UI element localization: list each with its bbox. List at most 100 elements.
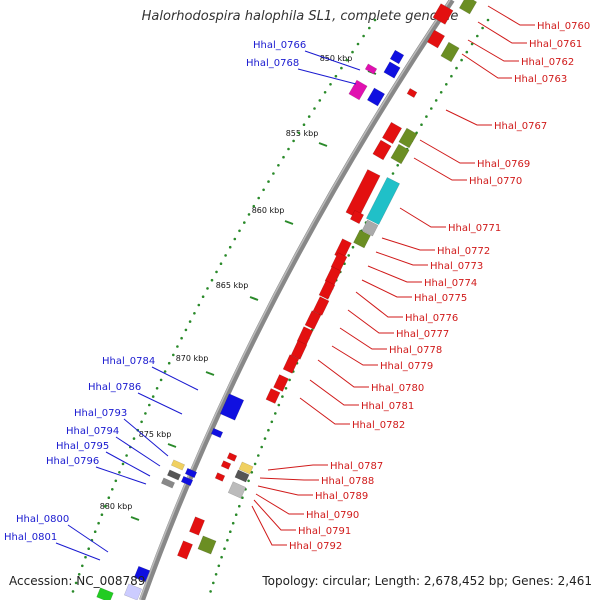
gene-feature[interactable] [372,139,392,161]
gene-label-hhal-0792[interactable]: Hhal_0792 [289,541,342,552]
gene-feature[interactable] [349,209,365,225]
gene-feature[interactable] [365,176,401,226]
gene-label-hhal-0778[interactable]: Hhal_0778 [389,345,442,356]
gene-label-hhal-0782[interactable]: Hhal_0782 [352,420,405,431]
gene-feature[interactable] [426,29,446,49]
gene-feature[interactable] [353,229,371,249]
gene-feature[interactable] [304,310,322,330]
gene-feature[interactable] [133,565,151,583]
gc-dot [465,50,469,54]
gene-feature[interactable] [345,169,381,219]
gc-dot [470,42,474,46]
gene-label-hhal-0762[interactable]: Hhal_0762 [521,57,574,68]
gene-label-hhal-0769[interactable]: Hhal_0769 [477,159,530,170]
label-connector [461,53,512,79]
gene-feature[interactable] [406,88,418,98]
gc-dot [347,254,351,257]
gene-feature[interactable] [234,469,250,483]
gene-feature[interactable] [398,127,418,149]
gene-label-hhal-0786[interactable]: Hhal_0786 [88,382,141,393]
label-connector [105,451,151,477]
label-connector [355,291,403,318]
gene-feature[interactable] [170,459,186,471]
gene-feature[interactable] [220,460,232,470]
gene-label-hhal-0801[interactable]: Hhal_0801 [4,532,57,543]
gene-feature[interactable] [381,121,403,145]
gene-feature[interactable] [440,41,460,63]
gene-feature[interactable] [214,472,226,482]
gene-feature[interactable] [348,79,368,101]
gc-dot [238,229,241,233]
topology-text: Topology: circular; Length: 2,678,452 bp… [262,574,592,588]
label-connector [257,485,313,496]
gene-label-hhal-0775[interactable]: Hhal_0775 [414,293,467,304]
gene-label-hhal-0784[interactable]: Hhal_0784 [102,356,155,367]
gene-label-hhal-0763[interactable]: Hhal_0763 [514,74,567,85]
gene-label-hhal-0787[interactable]: Hhal_0787 [330,461,383,472]
gene-label-hhal-0781[interactable]: Hhal_0781 [361,401,414,412]
gc-dot [455,66,458,70]
label-connector [309,379,359,406]
gene-feature[interactable] [197,535,217,555]
gene-feature[interactable] [361,219,379,237]
gene-label-hhal-0795[interactable]: Hhal_0795 [56,441,109,452]
gc-dot [100,513,104,516]
gene-feature[interactable] [458,0,478,15]
gene-label-hhal-0768[interactable]: Hhal_0768 [246,58,299,69]
gene-label-hhal-0766[interactable]: Hhal_0766 [253,40,306,51]
gene-feature[interactable] [364,63,378,75]
gene-feature[interactable] [366,87,386,107]
gc-dot [272,172,275,175]
gene-feature[interactable] [184,467,198,479]
gene-feature[interactable] [383,61,401,79]
gene-feature[interactable] [226,452,238,462]
gene-label-hhal-0777[interactable]: Hhal_0777 [396,329,449,340]
gene-feature[interactable] [219,393,245,421]
gene-label-hhal-0761[interactable]: Hhal_0761 [529,39,582,50]
gene-feature[interactable] [177,540,193,560]
gene-feature[interactable] [389,49,405,65]
gene-label-hhal-0772[interactable]: Hhal_0772 [437,246,490,257]
gene-label-hhal-0796[interactable]: Hhal_0796 [46,456,99,467]
gene-feature[interactable] [189,516,205,536]
gc-dot [224,254,227,257]
gene-feature[interactable] [123,583,143,600]
gene-feature[interactable] [432,3,454,25]
label-connector [255,493,304,515]
label-connector [381,237,435,251]
gene-label-hhal-0794[interactable]: Hhal_0794 [66,426,119,437]
gene-feature[interactable] [210,427,224,439]
gene-feature[interactable] [290,340,308,360]
gene-label-hhal-0793[interactable]: Hhal_0793 [74,408,127,419]
gene-label-hhal-0789[interactable]: Hhal_0789 [315,491,368,502]
gene-label-hhal-0800[interactable]: Hhal_0800 [16,514,69,525]
gene-label-hhal-0791[interactable]: Hhal_0791 [298,526,351,537]
gene-label-hhal-0790[interactable]: Hhal_0790 [306,510,359,521]
gene-feature[interactable] [160,477,176,489]
gene-label-hhal-0779[interactable]: Hhal_0779 [380,361,433,372]
label-connector [151,366,199,391]
gene-feature[interactable] [318,280,336,300]
gene-label-hhal-0788[interactable]: Hhal_0788 [321,476,374,487]
label-connector [339,327,387,350]
gene-feature[interactable] [273,374,289,392]
gene-label-hhal-0760[interactable]: Hhal_0760 [537,21,590,32]
gene-label-hhal-0774[interactable]: Hhal_0774 [424,278,477,289]
gene-label-hhal-0780[interactable]: Hhal_0780 [371,383,424,394]
gene-feature[interactable] [312,296,330,316]
gene-feature[interactable] [390,143,410,165]
gene-feature[interactable] [96,587,114,600]
gene-feature[interactable] [180,475,194,487]
gene-label-hhal-0770[interactable]: Hhal_0770 [469,176,522,187]
gene-label-hhal-0767[interactable]: Hhal_0767 [494,121,547,132]
gene-feature[interactable] [282,354,300,374]
gene-label-hhal-0773[interactable]: Hhal_0773 [430,261,483,272]
gene-feature[interactable] [227,481,247,499]
gene-feature[interactable] [265,388,281,404]
gene-feature[interactable] [238,461,254,475]
gene-label-hhal-0771[interactable]: Hhal_0771 [448,223,501,234]
gc-dot [226,538,229,542]
gc-dot [450,74,453,78]
gene-feature[interactable] [166,469,182,481]
gene-label-hhal-0776[interactable]: Hhal_0776 [405,313,458,324]
